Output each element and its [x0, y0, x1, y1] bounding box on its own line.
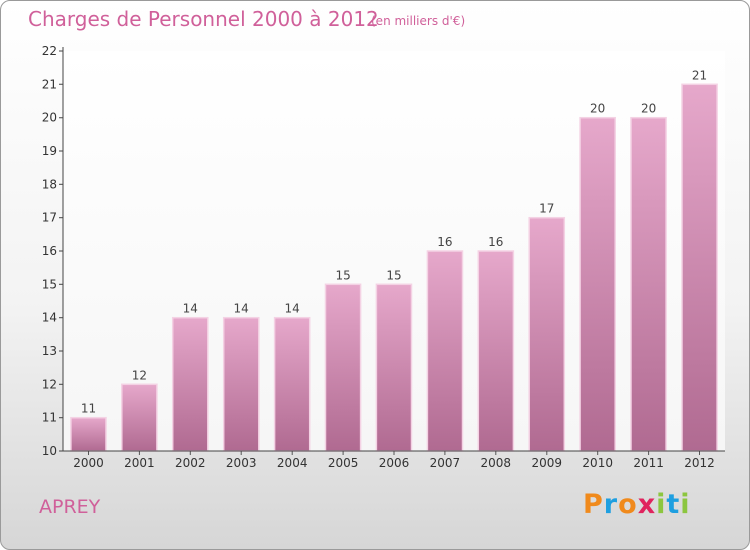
data-label-2000: 11: [81, 402, 96, 416]
logo-letter: P: [583, 489, 604, 520]
data-label-2002: 14: [183, 302, 198, 316]
bar-2003: [222, 316, 260, 452]
x-tick-label-2009: 2009: [532, 456, 563, 470]
bar-2006: [375, 283, 413, 452]
y-tick-label-19: 19: [42, 144, 57, 158]
chart-subtitle: (en milliers d'€): [371, 14, 466, 28]
bar-2005: [324, 283, 362, 452]
y-tick-label-22: 22: [42, 44, 57, 58]
data-label-2007: 16: [437, 235, 452, 249]
x-tick-label-2004: 2004: [277, 456, 308, 470]
data-label-2001: 12: [132, 368, 147, 382]
logo-letter: o: [618, 489, 638, 520]
data-label-2008: 16: [488, 235, 503, 249]
y-tick-label-15: 15: [42, 277, 57, 291]
x-tick-label-2001: 2001: [124, 456, 155, 470]
bar-2002: [171, 316, 209, 452]
y-tick-label-14: 14: [42, 311, 57, 325]
data-label-2011: 20: [641, 102, 656, 116]
y-tick-label-11: 11: [42, 411, 57, 425]
data-label-2009: 17: [539, 202, 554, 216]
logo-letter: i: [680, 489, 691, 520]
bar-2011: [630, 116, 667, 452]
bar-2010: [579, 116, 616, 452]
x-tick-label-2005: 2005: [328, 456, 359, 470]
bar-2000: [70, 416, 107, 452]
bar-2007: [426, 250, 464, 452]
bar-2012: [681, 83, 718, 452]
x-tick-label-2011: 2011: [633, 456, 664, 470]
logo-letter: t: [666, 489, 681, 520]
logo-letter: i: [656, 489, 667, 520]
bar-2001: [121, 383, 158, 452]
y-tick-label-21: 21: [42, 77, 57, 91]
logo-letter: x: [637, 489, 657, 520]
x-tick-label-2007: 2007: [430, 456, 461, 470]
data-label-2010: 20: [590, 102, 605, 116]
bar-2008: [477, 250, 515, 452]
y-tick-label-18: 18: [42, 177, 57, 191]
bar-2004: [273, 316, 311, 452]
chart-title: Charges de Personnel 2000 à 2012: [28, 7, 379, 31]
x-tick-label-2010: 2010: [582, 456, 613, 470]
y-tick-label-16: 16: [42, 244, 57, 258]
y-tick-label-17: 17: [42, 211, 57, 225]
x-tick-label-2000: 2000: [73, 456, 104, 470]
data-label-2004: 14: [285, 302, 300, 316]
location-name: APREY: [39, 496, 101, 518]
x-tick-label-2002: 2002: [175, 456, 206, 470]
data-label-2003: 14: [234, 302, 249, 316]
y-tick-label-10: 10: [42, 444, 57, 458]
y-tick-label-12: 12: [42, 377, 57, 391]
data-label-2006: 15: [386, 268, 401, 282]
bar-2009: [528, 216, 566, 452]
logo-letter: r: [603, 489, 619, 520]
x-tick-label-2012: 2012: [684, 456, 715, 470]
data-label-2012: 21: [692, 68, 707, 82]
proxiti-logo: Proxiti: [583, 489, 691, 520]
y-tick-label-20: 20: [42, 111, 57, 125]
x-tick-label-2008: 2008: [481, 456, 512, 470]
x-tick-label-2006: 2006: [379, 456, 410, 470]
data-label-2005: 15: [335, 268, 350, 282]
x-tick-label-2003: 2003: [226, 456, 257, 470]
y-tick-label-13: 13: [42, 344, 57, 358]
